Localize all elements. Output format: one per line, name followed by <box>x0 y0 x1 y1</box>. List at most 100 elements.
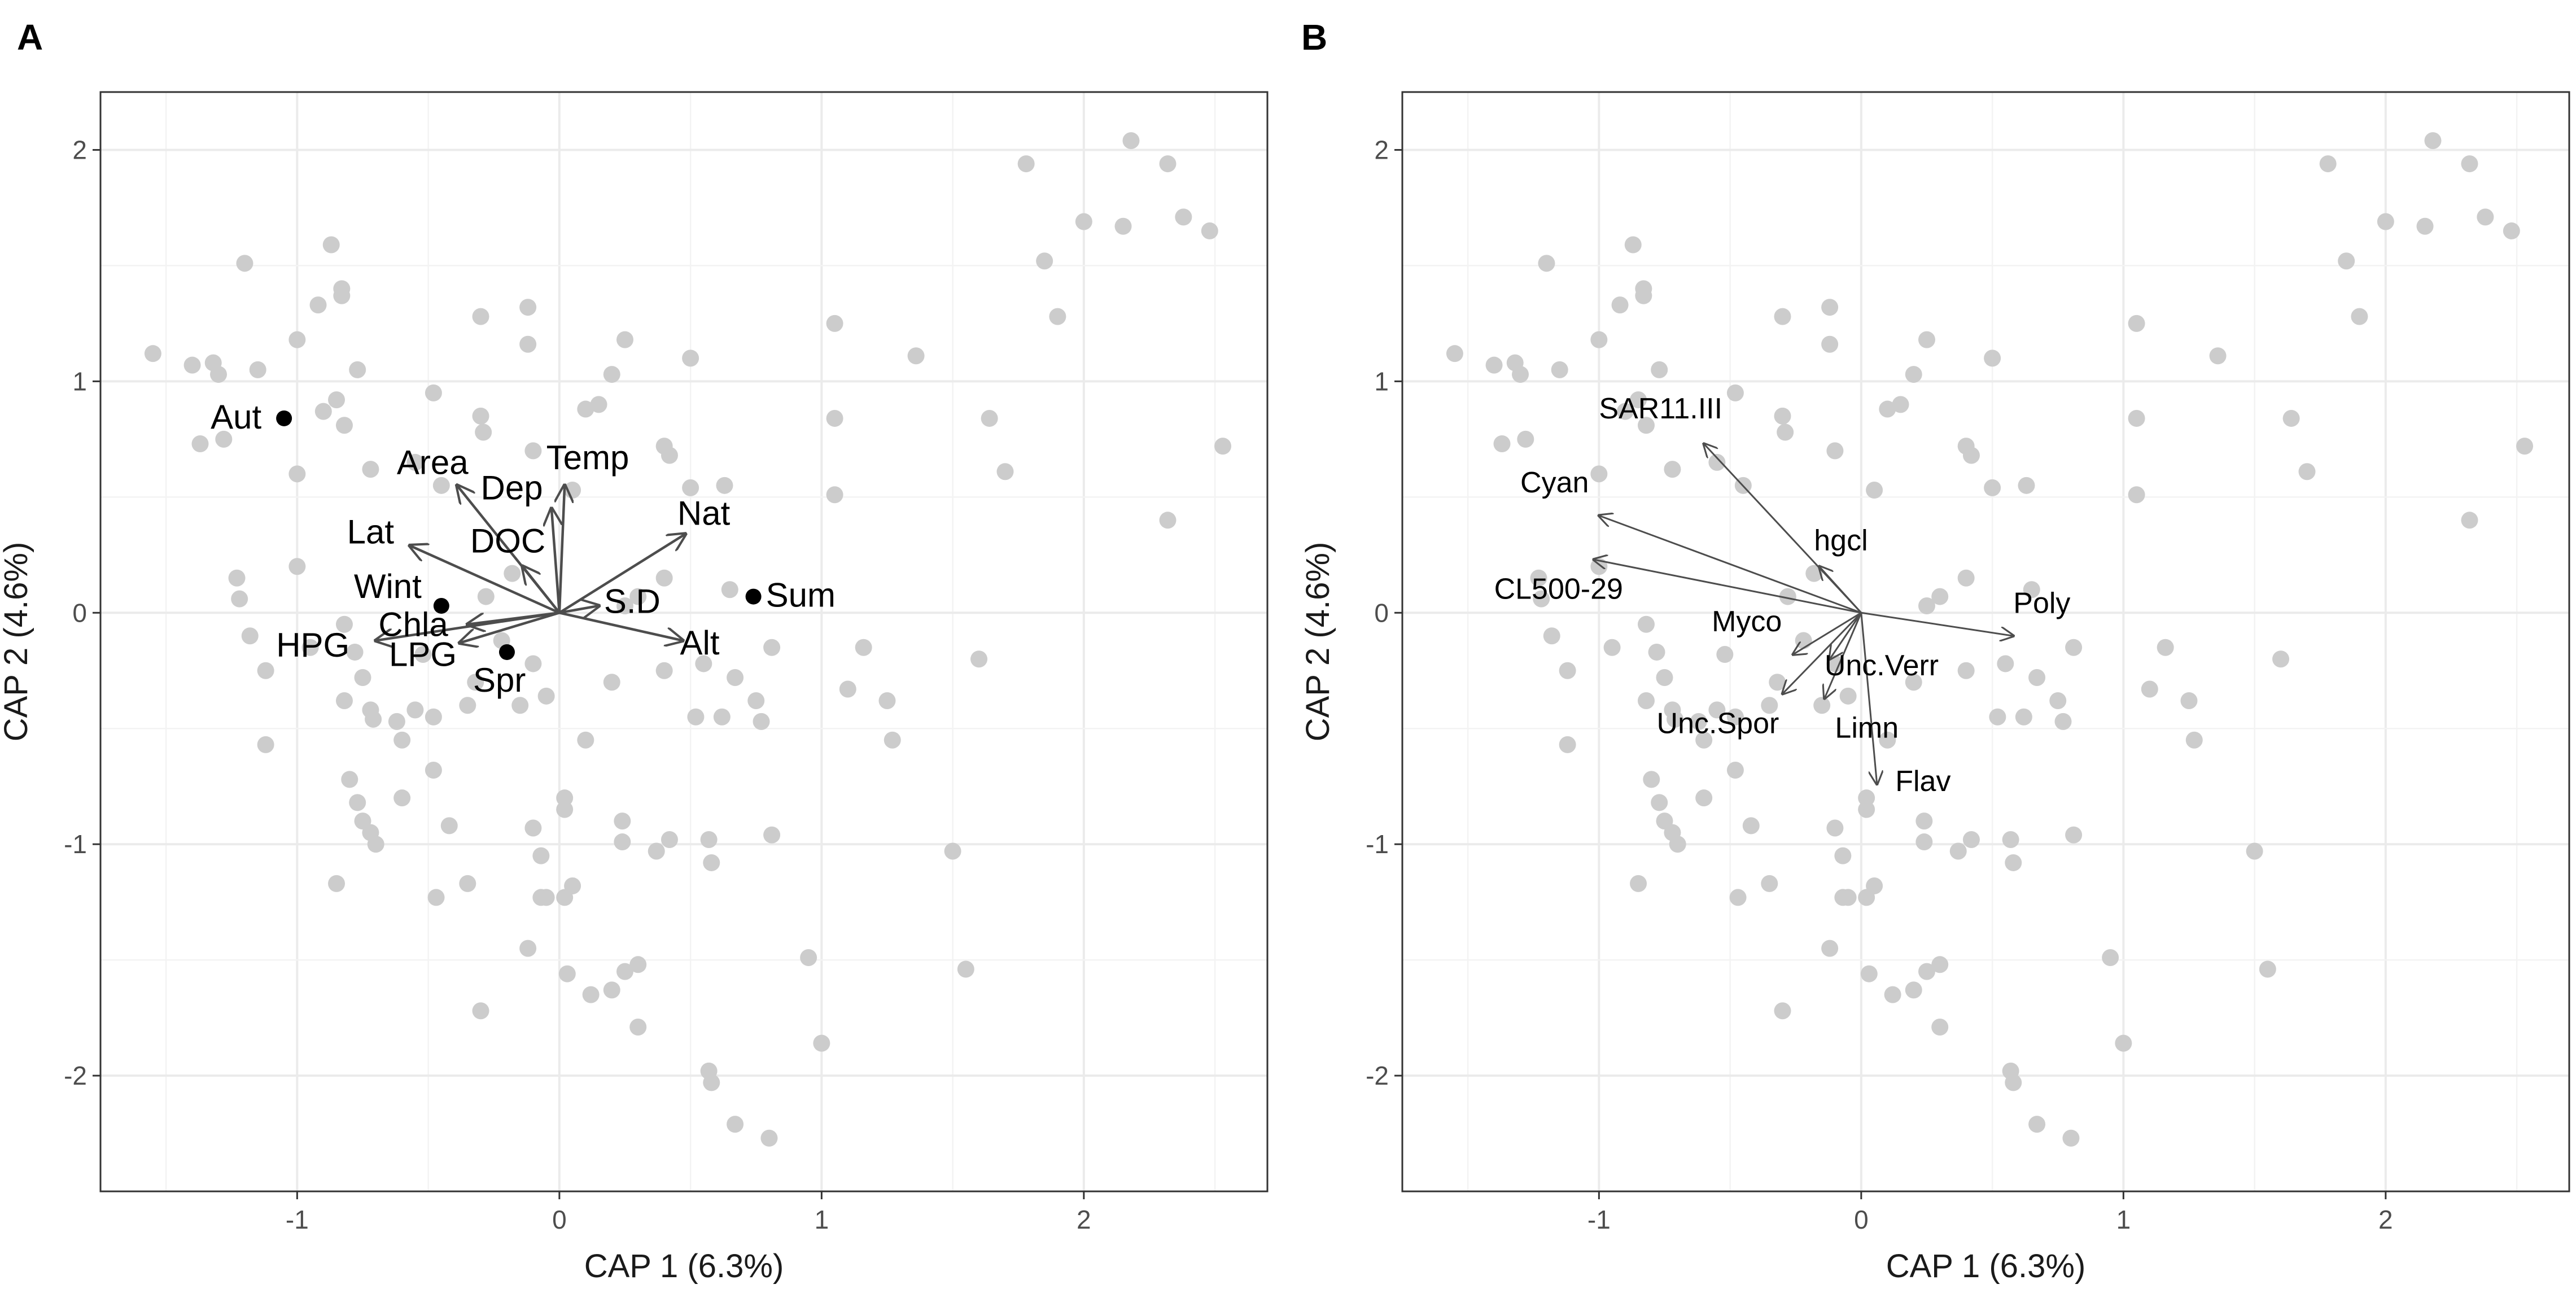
sample-point <box>1774 1002 1791 1020</box>
sample-point <box>1590 465 1608 483</box>
sample-point <box>1915 833 1933 851</box>
arrow-label-limn: Limn <box>1835 712 1899 745</box>
sample-point <box>367 836 384 853</box>
sample-point <box>257 736 274 753</box>
sample-point <box>1651 794 1668 811</box>
plot-frame <box>99 91 1269 1192</box>
sample-point <box>1821 299 1839 316</box>
centroid-label-wint: Wint <box>354 567 422 605</box>
sample-point <box>504 565 521 582</box>
x-axis-title: CAP 1 (6.3%) <box>584 1248 784 1285</box>
arrow-hgcl <box>1820 566 1862 614</box>
sample-point <box>2049 692 2067 710</box>
sample-point <box>425 761 442 779</box>
sample-point <box>532 847 550 864</box>
sample-point <box>2259 960 2276 978</box>
arrow-label-myco: Myco <box>1712 605 1782 638</box>
sample-point <box>1122 132 1140 150</box>
sample-point <box>1834 847 1852 864</box>
x-axis-title: CAP 1 (6.3%) <box>1886 1248 2086 1285</box>
sample-point <box>2054 713 2072 730</box>
plot-frame <box>1401 91 2570 1192</box>
y-tick-label: 1 <box>1374 366 1389 396</box>
arrow-cl500-29 <box>1594 560 1862 614</box>
sample-point <box>2128 314 2145 332</box>
sample-point <box>878 692 896 710</box>
sample-point <box>2272 650 2290 668</box>
sample-point <box>826 314 843 332</box>
sample-point <box>328 875 345 892</box>
sample-point <box>556 801 574 818</box>
sample-point <box>2005 854 2022 871</box>
x-tick-label: 0 <box>552 1205 567 1234</box>
sample-point <box>511 697 529 714</box>
sample-point <box>406 453 424 471</box>
sample-point <box>1201 222 1218 239</box>
sample-point <box>1493 435 1511 453</box>
sample-point <box>2128 409 2145 427</box>
sample-point <box>687 708 705 726</box>
sample-point <box>2180 692 2198 710</box>
arrow-label-temp: Temp <box>546 439 629 477</box>
y-axis-title: CAP 2 (4.6%) <box>1300 542 1336 742</box>
sample-point <box>753 713 770 730</box>
sample-point <box>1538 255 1555 272</box>
sample-point <box>1716 646 1734 663</box>
sample-point <box>524 819 542 837</box>
sample-point <box>648 842 665 860</box>
sample-point <box>228 569 246 587</box>
sample-point <box>1590 331 1608 348</box>
sample-point <box>249 361 266 378</box>
sample-point <box>1648 643 1665 661</box>
sample-point <box>236 255 253 272</box>
sample-point <box>763 639 781 656</box>
centroid-wint <box>433 597 449 614</box>
sample-point <box>1017 155 1035 173</box>
sample-point <box>288 465 306 483</box>
sample-point <box>1559 736 1576 753</box>
sample-points <box>144 132 1232 1147</box>
arrow-dep <box>552 509 559 613</box>
sample-point <box>1957 662 1975 679</box>
sample-point <box>2351 308 2368 325</box>
sample-point <box>1860 965 1878 982</box>
x-tick-label: 1 <box>815 1205 829 1234</box>
sample-point <box>301 639 319 656</box>
arrow-label-chla: Chla <box>378 605 448 643</box>
sample-point <box>944 842 961 860</box>
sample-point <box>354 669 371 687</box>
sample-point <box>760 1129 778 1147</box>
sample-point <box>406 701 424 719</box>
arrow-label-sar11-iii: SAR11.III <box>1599 392 1722 425</box>
sample-point <box>1656 669 1673 687</box>
sample-point <box>727 1116 744 1133</box>
sample-point <box>2002 831 2019 848</box>
sample-point <box>1512 366 1529 383</box>
x-tick-label: 2 <box>1077 1205 1091 1234</box>
sample-point <box>564 877 581 894</box>
vector-arrows <box>376 486 685 643</box>
sample-point <box>393 789 411 807</box>
sample-point <box>826 486 843 504</box>
sample-point <box>1630 875 1647 892</box>
sample-point <box>1530 569 1547 587</box>
sample-point <box>2516 438 2534 455</box>
sample-point <box>475 423 492 441</box>
arrow-label-s-d: S.D <box>604 582 661 620</box>
sample-point <box>2477 208 2494 226</box>
sample-point <box>322 236 340 254</box>
sample-point <box>629 956 647 973</box>
sample-point <box>577 731 594 749</box>
sample-point <box>1918 331 1935 348</box>
sample-point <box>616 963 633 980</box>
sample-point <box>616 597 633 614</box>
sample-point <box>1637 417 1655 434</box>
arrow-unc-spor <box>1783 612 1862 693</box>
sample-point <box>328 391 345 409</box>
sample-point <box>800 949 817 967</box>
sample-point <box>1931 1018 1949 1036</box>
arrow-flav <box>1860 613 1877 784</box>
sample-point <box>1905 366 1922 383</box>
sample-point <box>524 442 542 460</box>
sample-point <box>655 662 673 679</box>
